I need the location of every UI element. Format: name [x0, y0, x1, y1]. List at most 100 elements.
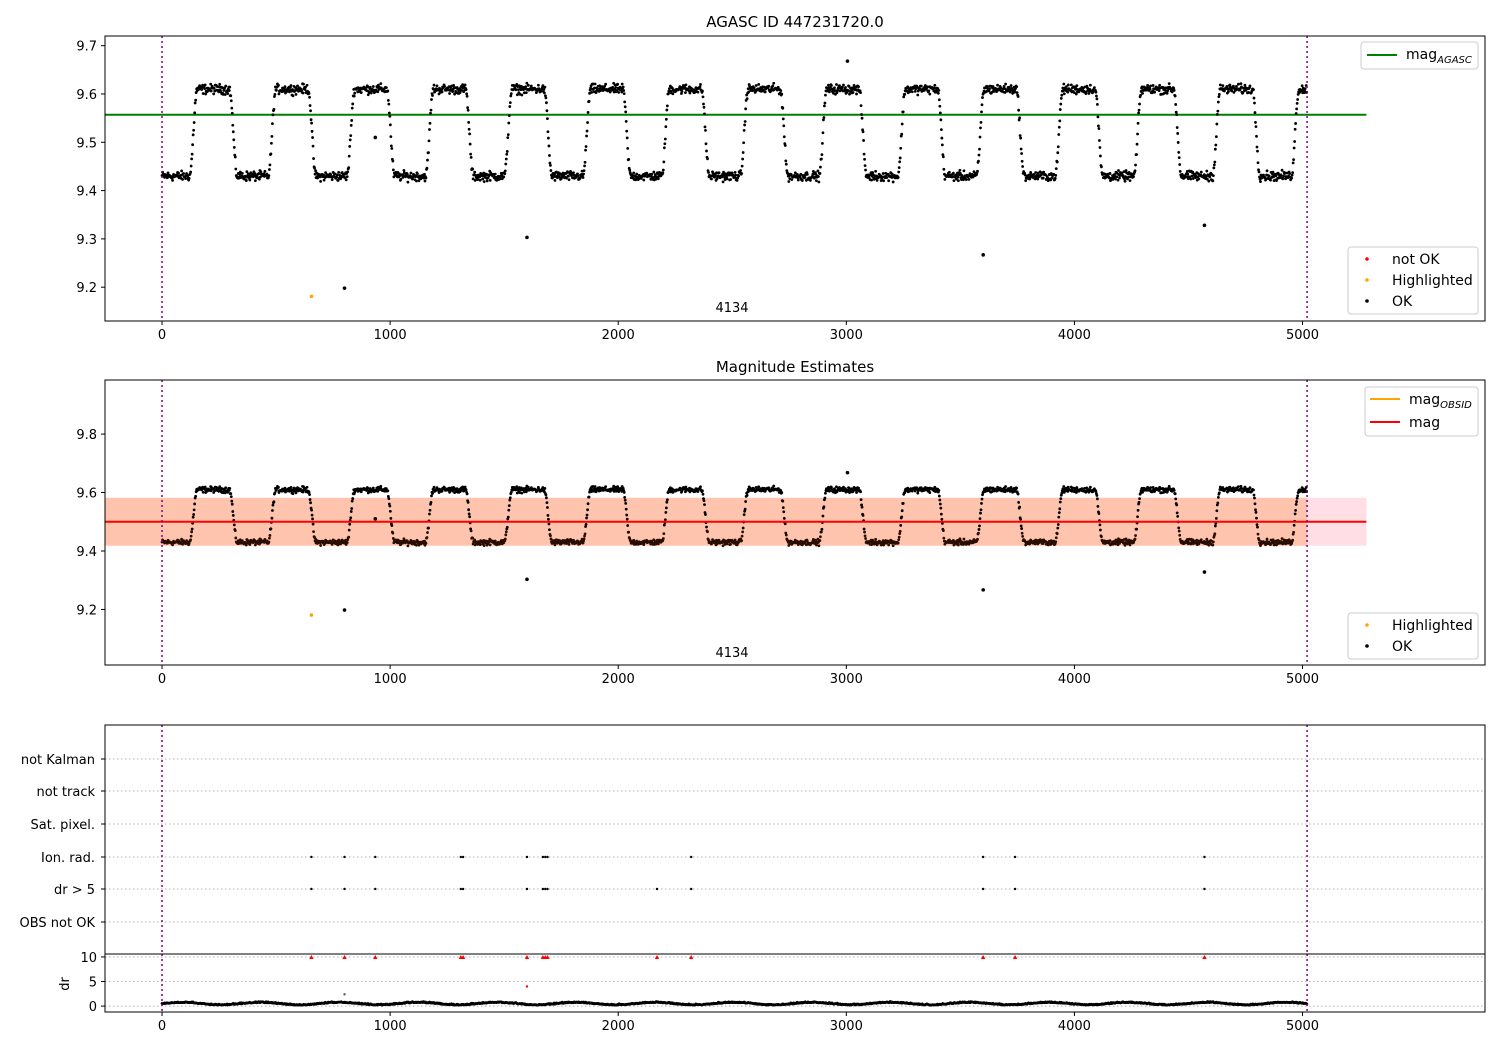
data-point: [742, 129, 746, 132]
data-point: [805, 172, 809, 176]
data-point: [1205, 177, 1209, 181]
data-point: [1235, 85, 1238, 88]
data-point: [1265, 537, 1269, 541]
data-point: [671, 92, 675, 96]
data-point: [1290, 173, 1294, 177]
data-point: [820, 157, 823, 161]
data-point: [190, 527, 194, 531]
data-point: [388, 504, 392, 508]
panel-2-legend-lines: magOBSID mag: [1364, 386, 1479, 437]
data-point: [443, 84, 446, 88]
data-point: [232, 523, 236, 527]
data-point: [862, 527, 866, 531]
data-point: [277, 92, 281, 96]
data-point: [1175, 511, 1179, 515]
data-point: [784, 159, 788, 163]
data-point: [978, 524, 981, 528]
data-point: [224, 84, 228, 88]
data-point: [379, 484, 383, 488]
data-point: [882, 179, 886, 183]
data-point: [190, 157, 194, 161]
data-point: [1091, 90, 1095, 94]
data-point: [257, 172, 261, 175]
data-point: [545, 501, 549, 505]
data-point: [230, 106, 234, 110]
data-point: [1217, 95, 1221, 99]
data-point: [1134, 534, 1137, 537]
data-point: [227, 89, 231, 92]
data-point: [698, 85, 702, 89]
data-point: [742, 141, 746, 145]
data-point: [938, 111, 942, 115]
highlighted-point: [309, 294, 314, 299]
data-point: [624, 501, 628, 505]
data-point: [855, 92, 858, 96]
data-point: [388, 509, 392, 513]
data-point: [705, 525, 708, 529]
data-point: [309, 501, 312, 505]
legend-marker-highlighted: [1365, 278, 1369, 282]
data-point: [891, 544, 895, 548]
panel-magnitude-estimates: Magnitude Estimates 0 1000 2000 3000 4000 500…: [76, 358, 1486, 687]
y-tick-label: 9.7: [76, 40, 97, 55]
data-point: [221, 92, 225, 96]
data-point: [425, 536, 429, 539]
data-point: [1114, 177, 1117, 181]
data-point: [632, 171, 636, 175]
data-point: [582, 169, 586, 173]
data-point: [978, 147, 981, 151]
data-point: [387, 102, 391, 106]
data-point: [324, 171, 328, 175]
flag-point: [690, 855, 693, 859]
panel-4-dr-area: [105, 954, 1485, 1012]
data-point: [815, 179, 818, 183]
data-point: [547, 517, 550, 521]
data-point: [308, 95, 311, 99]
data-point: [747, 90, 751, 94]
data-point: [542, 87, 546, 91]
data-point: [294, 491, 298, 495]
data-point: [957, 179, 960, 183]
flag-point: [655, 887, 659, 891]
data-point: [1059, 102, 1063, 106]
data-point: [1099, 528, 1102, 532]
data-point: [1094, 490, 1098, 493]
data-point: [548, 528, 551, 532]
data-point: [1255, 523, 1259, 527]
data-point: [1133, 169, 1137, 173]
data-point: [349, 134, 353, 138]
data-point: [585, 516, 588, 520]
data-point: [733, 171, 737, 174]
data-point: [772, 81, 776, 85]
data-point: [808, 178, 812, 182]
data-point: [231, 130, 235, 134]
data-point: [939, 118, 943, 122]
data-point: [212, 92, 216, 96]
data-point: [1096, 102, 1099, 106]
data-point: [586, 111, 590, 114]
data-point: [277, 485, 280, 489]
flag-point: [546, 887, 549, 891]
data-point: [771, 84, 775, 88]
data-point: [704, 128, 707, 132]
flag-point: [690, 887, 693, 891]
data-point: [864, 168, 867, 172]
data-point: [1248, 84, 1252, 88]
data-point: [389, 144, 393, 148]
data-point: [828, 88, 832, 92]
data-point: [541, 84, 545, 87]
data-point: [192, 513, 196, 516]
data-point: [617, 91, 621, 94]
data-point: [376, 90, 380, 94]
data-point: [827, 83, 830, 87]
data-point: [900, 509, 904, 513]
data-point: [269, 527, 273, 531]
data-point: [623, 495, 627, 499]
data-point: [663, 137, 667, 141]
data-point: [1258, 175, 1261, 179]
data-point: [473, 170, 477, 174]
flag-point: [310, 855, 313, 859]
data-point: [897, 535, 901, 539]
data-point: [432, 83, 436, 87]
flag-label: Ion. rad.: [41, 851, 95, 866]
